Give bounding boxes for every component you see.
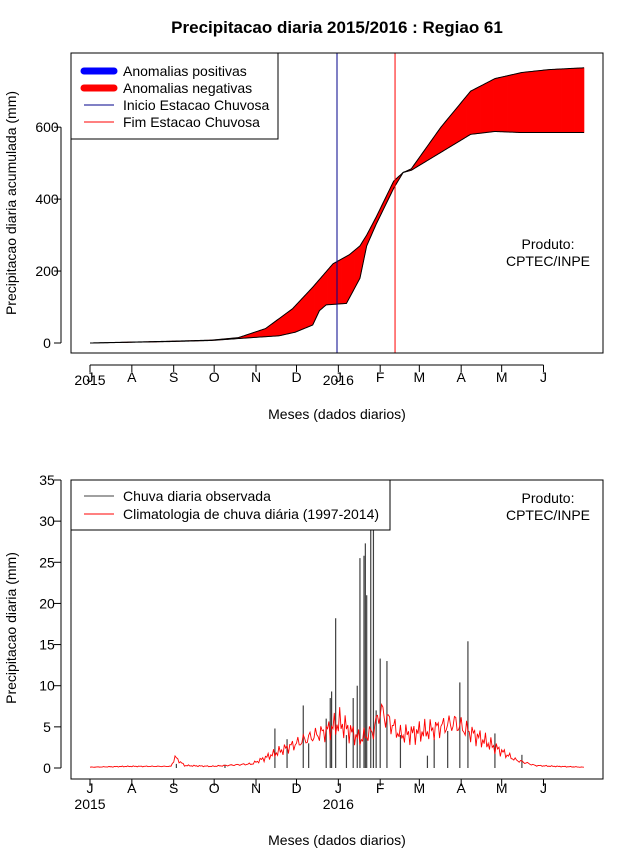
x-tick-label: M — [413, 780, 425, 796]
year-label: 2015 — [74, 372, 105, 388]
x-tick-label: S — [169, 780, 178, 796]
y-tick-label: 5 — [43, 719, 51, 735]
x-tick-label: A — [457, 780, 467, 796]
product-source: CPTEC/INPE — [506, 507, 590, 523]
x-tick-label: N — [251, 780, 261, 796]
y-axis: 0 5 10 15 20 25 30 35 — [39, 472, 62, 776]
y-tick-label: 0 — [43, 335, 51, 351]
observed-bars — [175, 525, 523, 768]
x-tick-label: F — [376, 780, 385, 796]
x-tick-label: A — [127, 369, 137, 385]
x-tick-label: F — [376, 369, 385, 385]
x-tick-label: M — [413, 369, 425, 385]
x-axis-title: Meses (dados diarios) — [268, 832, 406, 848]
plot-frame — [70, 52, 604, 354]
x-tick-label: J — [335, 369, 342, 385]
chart-title: Precipitacao diaria 2015/2016 : Regiao 6… — [171, 18, 503, 37]
x-tick-label: N — [251, 369, 261, 385]
y-tick-label: 400 — [35, 191, 59, 207]
x-axis-title: Meses (dados diarios) — [268, 406, 406, 422]
x-tick-label: J — [335, 780, 342, 796]
legend-label: Inicio Estacao Chuvosa — [123, 97, 270, 113]
y-axis: 0 200 400 600 — [35, 119, 62, 351]
y-axis-title: Precipitacao diaria (mm) — [3, 552, 19, 704]
legend-box — [70, 479, 391, 531]
x-tick-label: J — [87, 780, 94, 796]
x-tick-label: M — [496, 780, 508, 796]
y-axis-title: Precipitacao diaria acumulada (mm) — [3, 91, 19, 315]
y-tick-label: 10 — [39, 678, 55, 694]
x-tick-label: D — [291, 780, 301, 796]
year-label: 2015 — [74, 796, 105, 812]
product-source: CPTEC/INPE — [506, 253, 590, 269]
legend: Chuva diaria observada Climatologia de ch… — [70, 479, 391, 531]
legend-label: Anomalias positivas — [123, 63, 247, 79]
legend-label: Climatologia de chuva diária (1997-2014) — [123, 506, 379, 522]
x-tick-label: M — [496, 369, 508, 385]
y-tick-label: 20 — [39, 595, 55, 611]
y-tick-label: 200 — [35, 263, 59, 279]
product-label: Produto: — [522, 236, 575, 252]
y-tick-label: 30 — [39, 513, 55, 529]
x-tick-label: O — [209, 369, 220, 385]
y-tick-label: 15 — [39, 637, 55, 653]
year-label: 2016 — [323, 796, 354, 812]
legend-box — [70, 52, 279, 140]
x-tick-label: S — [169, 369, 178, 385]
product-label: Produto: — [522, 490, 575, 506]
legend-label: Anomalias negativas — [123, 80, 252, 96]
y-tick-label: 600 — [35, 119, 59, 135]
x-tick-label: J — [540, 369, 547, 385]
climatology-daily-line — [89, 702, 585, 768]
legend-label: Chuva diaria observada — [123, 488, 271, 504]
x-tick-label: J — [87, 369, 94, 385]
legend-label: Fim Estacao Chuvosa — [123, 114, 260, 130]
x-tick-label: O — [209, 780, 220, 796]
year-label: 2016 — [323, 372, 354, 388]
x-tick-label: D — [291, 369, 301, 385]
x-tick-label: A — [457, 369, 467, 385]
negative-anomaly-area — [582, 67, 585, 133]
y-tick-label: 0 — [43, 760, 51, 776]
x-tick-label: J — [540, 780, 547, 796]
y-tick-label: 35 — [39, 472, 55, 488]
x-tick-label: A — [127, 780, 137, 796]
y-tick-label: 25 — [39, 554, 55, 570]
